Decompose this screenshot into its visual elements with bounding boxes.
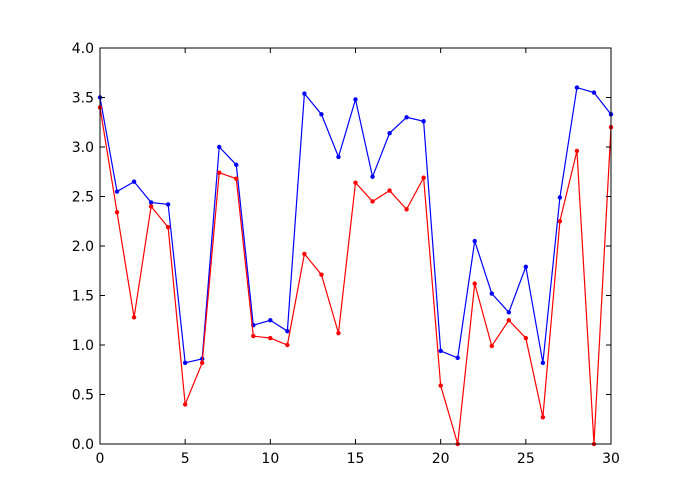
x-tick-label: 5	[181, 451, 190, 467]
series-1-point	[217, 170, 222, 175]
series-1-point	[234, 176, 239, 181]
y-tick-label: 2.5	[72, 190, 94, 206]
y-tick-label: 4.0	[72, 41, 94, 57]
series-0-point	[319, 112, 324, 117]
series-0-point	[182, 360, 188, 366]
series-0-point	[455, 355, 460, 361]
series-1-point	[540, 415, 546, 420]
y-tick-label: 3.5	[72, 91, 94, 107]
y-tick-label: 1.0	[72, 338, 94, 354]
x-tick-label: 15	[347, 451, 365, 467]
series-0-point	[523, 264, 529, 269]
y-tick-label: 3.0	[72, 140, 94, 156]
series-0-point	[285, 328, 290, 334]
series-1-point	[574, 148, 580, 154]
series-0-point	[336, 154, 341, 160]
series-0-point	[540, 360, 546, 366]
series-0-point	[148, 200, 154, 205]
series-1-point	[268, 335, 273, 341]
series-1-point	[370, 199, 375, 204]
series-0-point	[421, 119, 426, 124]
series-0-point	[489, 291, 494, 296]
series-1-point	[438, 383, 443, 388]
x-tick-label: 10	[261, 451, 279, 467]
x-tick-label: 25	[517, 451, 535, 467]
series-0-point	[302, 91, 307, 96]
series-1-point	[251, 333, 256, 339]
y-tick-label: 0.0	[72, 437, 94, 453]
series-0-point	[353, 97, 358, 102]
series-1-point	[404, 207, 409, 212]
series-1-point	[472, 281, 477, 286]
y-tick-label: 2.0	[72, 239, 94, 255]
series-1-point	[523, 335, 529, 341]
series-1-point	[114, 210, 120, 215]
series-1-point	[200, 360, 205, 366]
series-1-point	[489, 343, 494, 349]
series-1-point	[421, 175, 426, 180]
series-0-point	[574, 85, 580, 90]
series-1-point	[557, 219, 563, 224]
series-1-point	[387, 188, 392, 193]
series-0-point	[131, 179, 137, 184]
series-1-point	[506, 318, 511, 323]
series-0-point	[165, 202, 171, 207]
series-0-point	[268, 318, 273, 323]
series-1-point	[165, 224, 171, 230]
series-1-point	[319, 272, 324, 277]
series-0-point	[438, 348, 443, 354]
series-0-point	[591, 90, 597, 95]
series-1-point	[148, 204, 154, 209]
series-0-point	[217, 144, 222, 150]
series-0-point	[387, 130, 392, 136]
series-0-point	[234, 162, 239, 168]
series-1-point	[336, 330, 341, 336]
series-1-point	[353, 180, 358, 185]
series-1-point	[182, 402, 188, 407]
series-0-point	[472, 238, 477, 244]
y-tick-label: 0.5	[72, 388, 94, 404]
series-0-point	[404, 115, 409, 120]
series-0-point	[506, 310, 511, 315]
x-tick-label: 30	[602, 451, 620, 467]
series-1-point	[285, 342, 290, 348]
x-tick-label: 0	[96, 451, 105, 467]
series-0-point	[114, 189, 120, 194]
series-1-point	[131, 315, 137, 320]
tick-layer: 0 5 10 15 20 25 30 0.0 0.5 1.0 1.5 2.0 2.5 3.0 3.5 4.0	[72, 41, 620, 467]
series-0-point	[370, 174, 375, 179]
series-1-point	[302, 251, 307, 257]
y-tick-label: 1.5	[72, 289, 94, 305]
series-0-point	[557, 195, 563, 200]
x-tick-label: 20	[432, 451, 450, 467]
series-layer	[97, 85, 614, 447]
